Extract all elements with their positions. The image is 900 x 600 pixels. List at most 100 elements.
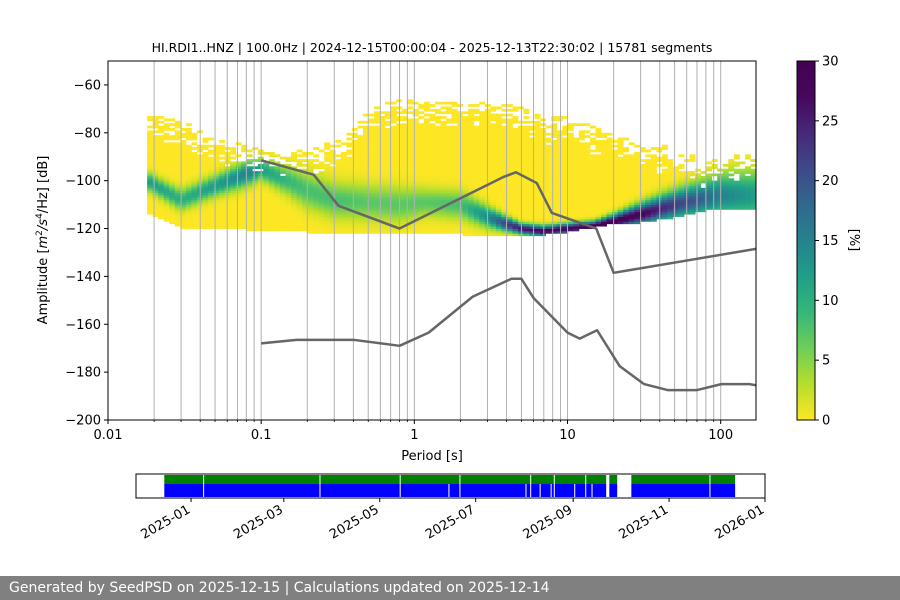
psd-bin [490, 211, 497, 215]
psd-bin [584, 216, 591, 220]
psd-bin [185, 197, 192, 201]
psd-bin [412, 206, 419, 210]
psd-bin [589, 168, 596, 172]
psd-bin [219, 183, 225, 186]
psd-bin [219, 195, 225, 198]
psd-bin [302, 204, 309, 208]
psd-bin [296, 206, 303, 210]
psd-figure: HI.RDI1..HNZ | 100.0Hz | 2024-12-15T00:0… [35, 40, 861, 543]
psd-bin [545, 147, 552, 150]
psd-bin [512, 116, 519, 119]
psd-bin [429, 139, 436, 143]
psd-bin [733, 197, 740, 201]
psd-bin [207, 166, 214, 170]
psd-bin [479, 154, 486, 158]
psd-bin [213, 204, 220, 208]
psd-bin [512, 108, 519, 112]
psd-bin [401, 166, 408, 170]
psd-bin [418, 180, 425, 184]
psd-bin [163, 132, 170, 136]
psd-bin [578, 218, 585, 222]
psd-bin [501, 190, 508, 194]
psd-bin [357, 137, 364, 141]
psd-bin [412, 221, 419, 225]
psd-bin [180, 156, 187, 160]
psd-bin [584, 123, 591, 127]
psd-bin [595, 183, 602, 186]
psd-bin [506, 190, 513, 194]
psd-bin [628, 154, 635, 158]
psd-bin [512, 163, 519, 167]
psd-bin [351, 163, 358, 167]
psd-bin [418, 147, 425, 150]
psd-bin [479, 111, 486, 115]
psd-bin [235, 154, 242, 158]
psd-bin [230, 171, 237, 174]
psd-bin [440, 163, 447, 167]
psd-bin [595, 178, 602, 182]
psd-bin [313, 214, 320, 217]
psd-bin [473, 144, 480, 148]
psd-bin [462, 161, 469, 165]
psd-bin [263, 192, 270, 196]
psd-bin [296, 218, 303, 222]
psd-bin [523, 149, 530, 153]
psd-bin [479, 171, 486, 174]
psd-bin [711, 180, 718, 184]
psd-bin [545, 216, 552, 220]
psd-bin [324, 199, 331, 203]
footer-bar: Generated by SeedPSD on 2025-12-15 | Cal… [0, 576, 900, 600]
psd-bin [473, 214, 480, 217]
psd-bin [523, 147, 530, 150]
psd-bin [468, 159, 475, 162]
psd-bin [313, 166, 320, 170]
psd-bin [595, 199, 602, 203]
timeline-frame [135, 473, 766, 499]
psd-bin [490, 125, 497, 129]
psd-bin [501, 187, 508, 191]
psd-bin [462, 154, 469, 158]
psd-bin [495, 221, 502, 225]
psd-bin [601, 142, 607, 146]
psd-bin [390, 135, 397, 138]
psd-bin [551, 202, 558, 205]
psd-bin [219, 218, 225, 222]
psd-bin [379, 120, 386, 124]
psd-bin [268, 171, 275, 174]
psd-bin [551, 154, 558, 158]
psd-bin [601, 154, 607, 158]
psd-bin [578, 211, 585, 215]
psd-bin [169, 154, 176, 158]
psd-bin [462, 192, 469, 196]
psd-bin [307, 175, 314, 179]
psd-bin [451, 190, 458, 194]
psd-bin [340, 204, 347, 208]
psd-bin [506, 230, 513, 234]
psd-bin [512, 226, 519, 229]
psd-bin [279, 202, 286, 205]
psd-bin [440, 147, 447, 150]
psd-bin [534, 139, 541, 143]
psd-bin [268, 209, 275, 213]
psd-bin [479, 175, 486, 179]
psd-bin [335, 228, 342, 232]
psd-bin [534, 147, 541, 150]
psd-bin [601, 185, 607, 189]
psd-bin [722, 192, 729, 196]
psd-bin [230, 226, 237, 229]
psd-bin [540, 173, 547, 177]
psd-bin [634, 211, 641, 215]
psd-bin [722, 183, 729, 186]
psd-bin [296, 163, 303, 167]
psd-bin [263, 166, 270, 170]
psd-bin [490, 197, 497, 201]
psd-bin [628, 204, 635, 208]
psd-bin [169, 202, 176, 205]
psd-bin [335, 221, 342, 225]
psd-bin [374, 183, 380, 186]
psd-bin [512, 218, 519, 222]
psd-bin [606, 221, 613, 225]
psd-bin [158, 144, 165, 148]
x-axis-ticks: 0.01 0.1 1 10 100 [94, 420, 733, 443]
psd-bin [468, 202, 475, 205]
